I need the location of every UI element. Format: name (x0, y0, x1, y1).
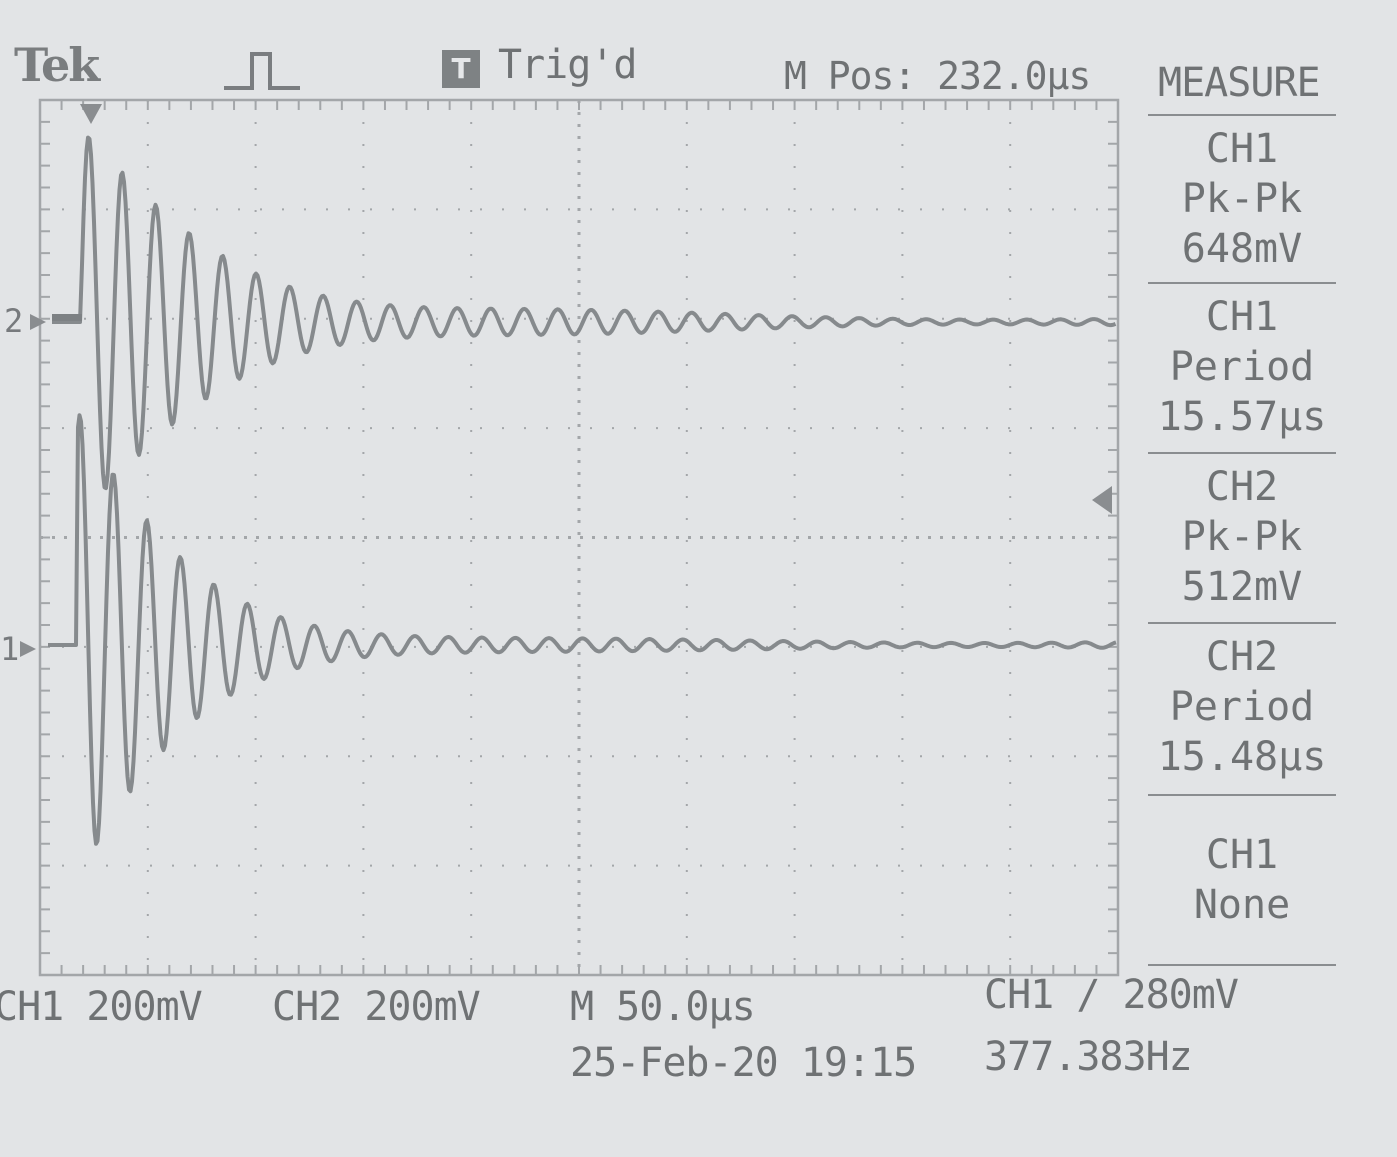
menu-divider (1148, 282, 1336, 284)
measure-type: Pk-Pk (1181, 514, 1303, 560)
menu-divider (1148, 452, 1336, 454)
ch1-ground-label: 1 (0, 630, 19, 668)
timebase: M 50.0µs (570, 984, 756, 1030)
measure-type: None (1193, 882, 1291, 928)
trigger-setting: CH1 ∕ 280mV (984, 972, 1239, 1018)
measure-channel: CH1 (1205, 832, 1279, 878)
ch2-volts-per-div: CH2 200mV (272, 984, 481, 1030)
measure-type: Period (1169, 344, 1315, 390)
menu-divider (1148, 622, 1336, 624)
channel-1-trace (48, 413, 1117, 846)
measure-channel: CH2 (1205, 464, 1279, 510)
ch2-ground-marker-bar (52, 314, 82, 321)
measure-slot-2[interactable]: CH1 Period 15.57µs (1148, 292, 1336, 442)
measure-value: 648mV (1181, 226, 1303, 272)
measure-slot-1[interactable]: CH1 Pk-Pk 648mV (1148, 124, 1336, 274)
measure-slot-5[interactable]: CH1 None (1148, 830, 1336, 930)
ch2-ground-arrow-icon (30, 314, 46, 330)
main-position: M Pos: 232.0µs (784, 54, 1091, 98)
trigger-level-icon (1092, 486, 1112, 514)
ch1-ground-arrow-icon (20, 641, 36, 657)
pulse-acquire-icon (224, 52, 300, 90)
graticule (38, 98, 1120, 977)
brand-logo: Tek (14, 38, 100, 92)
menu-divider (1148, 114, 1336, 116)
measure-slot-3[interactable]: CH2 Pk-Pk 512mV (1148, 462, 1336, 612)
menu-divider (1148, 794, 1336, 796)
ch2-ground-label: 2 (4, 302, 23, 340)
trigger-position-icon (80, 104, 102, 124)
measure-channel: CH1 (1205, 294, 1279, 340)
measure-channel: CH1 (1205, 126, 1279, 172)
ch1-volts-per-div: CH1 200mV (0, 984, 203, 1030)
trigger-frequency: 377.383Hz (984, 1034, 1193, 1080)
graticule-border (38, 98, 1120, 977)
measure-value: 15.57µs (1157, 394, 1327, 440)
menu-divider (1148, 964, 1336, 966)
measure-menu-title: MEASURE (1158, 60, 1321, 106)
measure-slot-4[interactable]: CH2 Period 15.48µs (1148, 632, 1336, 782)
date-time: 25-Feb-20 19:15 (570, 1040, 917, 1086)
measure-value: 512mV (1181, 564, 1303, 610)
trigger-status: Trig'd (498, 42, 637, 88)
measure-type: Period (1169, 684, 1315, 730)
measure-channel: CH2 (1205, 634, 1279, 680)
trigger-state-icon: T (442, 50, 480, 88)
measure-value: 15.48µs (1157, 734, 1327, 780)
channel-2-trace (52, 135, 1117, 491)
measure-type: Pk-Pk (1181, 176, 1303, 222)
